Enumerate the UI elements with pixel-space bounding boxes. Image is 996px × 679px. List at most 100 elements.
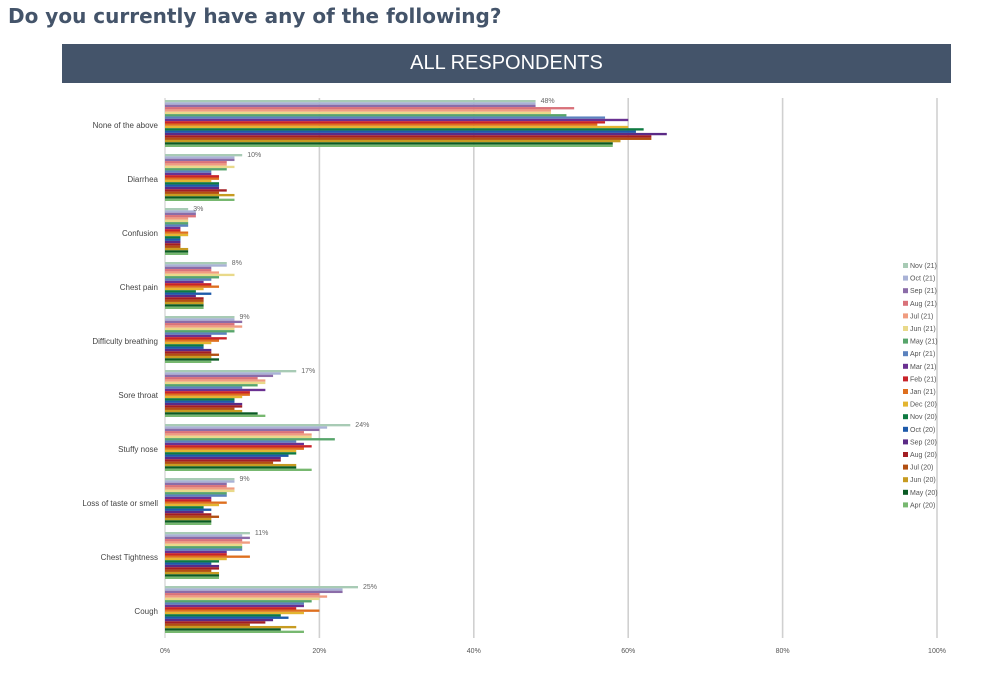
legend-item[interactable]: Sep (20) — [903, 439, 937, 446]
bar — [165, 478, 235, 481]
bar — [165, 508, 212, 511]
bar — [165, 271, 220, 274]
bar — [165, 532, 250, 535]
bar — [165, 264, 227, 267]
legend-label: Mar (21) — [910, 364, 936, 371]
bar — [165, 600, 312, 603]
bar — [165, 567, 220, 570]
bar — [165, 135, 652, 138]
bar — [165, 621, 266, 624]
legend-item[interactable]: Aug (20) — [903, 452, 937, 459]
bar — [165, 142, 613, 145]
bar — [165, 193, 235, 197]
bar — [165, 184, 220, 187]
bar — [165, 548, 243, 551]
bar — [165, 424, 351, 427]
bar — [165, 118, 629, 122]
bar — [165, 128, 644, 131]
data-label: 10% — [247, 152, 261, 159]
legend-item[interactable]: Apr (20) — [903, 502, 935, 509]
bar — [165, 107, 575, 110]
bar — [165, 252, 189, 255]
bar — [165, 198, 235, 201]
legend-label: Jul (20) — [910, 465, 933, 472]
bar — [165, 492, 227, 495]
legend-item[interactable]: May (21) — [903, 338, 938, 346]
legend-item[interactable]: Nov (21) — [903, 263, 937, 270]
legend-item[interactable]: Jun (21) — [903, 326, 936, 333]
legend-swatch — [903, 338, 908, 344]
bar — [165, 280, 204, 284]
legend-swatch — [903, 288, 908, 294]
bar — [165, 456, 281, 460]
bar — [165, 564, 220, 568]
data-label: 8% — [232, 260, 242, 267]
legend-label: Feb (21) — [910, 376, 936, 383]
legend-item[interactable]: Oct (21) — [903, 275, 935, 283]
legend-swatch — [903, 477, 908, 483]
x-tick-label: 80% — [776, 648, 790, 655]
legend-item[interactable]: Dec (20) — [903, 401, 937, 409]
legend-item[interactable]: Jun (20) — [903, 477, 936, 484]
bar — [165, 341, 212, 345]
bar — [165, 426, 328, 429]
category-label: Loss of taste or smell — [82, 499, 158, 508]
bar — [165, 522, 212, 525]
bar — [165, 290, 196, 293]
bar — [165, 109, 551, 112]
legend-label: Aug (20) — [910, 452, 937, 459]
bar — [165, 339, 220, 342]
data-label: 3% — [193, 206, 203, 213]
bar — [165, 393, 250, 396]
bar — [165, 602, 304, 605]
legend-item[interactable]: Jul (20) — [903, 464, 933, 472]
legend-item[interactable]: Aug (21) — [903, 300, 937, 308]
bar — [165, 595, 328, 598]
legend-label: May (20) — [910, 490, 938, 497]
chart-labels: None of the above 48% Diarrhea 10% Confusion… — [82, 98, 554, 616]
legend-item[interactable]: Nov (20) — [903, 414, 937, 421]
bar — [165, 496, 212, 500]
bar — [165, 435, 312, 439]
legend-label: Jun (21) — [910, 326, 936, 333]
chart-legend[interactable]: Nov (21) Oct (21) Sep (21) Aug (21) Jul (21)… — [903, 263, 938, 509]
legend-item[interactable]: Jan (21) — [903, 389, 936, 396]
bar — [165, 334, 212, 338]
legend-swatch — [903, 439, 908, 445]
bar — [165, 480, 235, 483]
legend-item[interactable]: Mar (21) — [903, 363, 936, 371]
bar — [165, 510, 204, 514]
legend-label: Nov (20) — [910, 414, 937, 421]
legend-swatch — [903, 313, 908, 319]
legend-swatch — [903, 414, 908, 420]
bar — [165, 330, 235, 333]
legend-item[interactable]: Feb (21) — [903, 376, 936, 383]
legend-label: Sep (20) — [910, 439, 937, 446]
bar — [165, 449, 297, 453]
legend-swatch — [903, 426, 908, 432]
bar — [165, 381, 266, 385]
legend-item[interactable]: Sep (21) — [903, 288, 937, 295]
bar — [165, 217, 189, 220]
bar — [165, 236, 181, 239]
bar — [165, 571, 220, 575]
bar — [165, 325, 243, 328]
bar — [165, 433, 312, 436]
legend-item[interactable]: Jul (21) — [903, 313, 933, 320]
bar — [165, 212, 196, 216]
bar — [165, 168, 227, 171]
bar — [165, 452, 297, 455]
legend-swatch — [903, 452, 908, 457]
data-label: 9% — [240, 476, 250, 483]
bar — [165, 231, 189, 234]
legend-label: Jul (21) — [910, 313, 933, 320]
legend-item[interactable]: Oct (20) — [903, 426, 935, 434]
legend-label: Oct (21) — [910, 276, 935, 283]
bar — [165, 616, 289, 619]
legend-item[interactable]: May (20) — [903, 489, 938, 497]
bar — [165, 553, 227, 556]
bar — [165, 125, 629, 129]
legend-item[interactable]: Apr (21) — [903, 351, 935, 358]
bar — [165, 177, 220, 180]
legend-label: Dec (20) — [910, 402, 937, 409]
